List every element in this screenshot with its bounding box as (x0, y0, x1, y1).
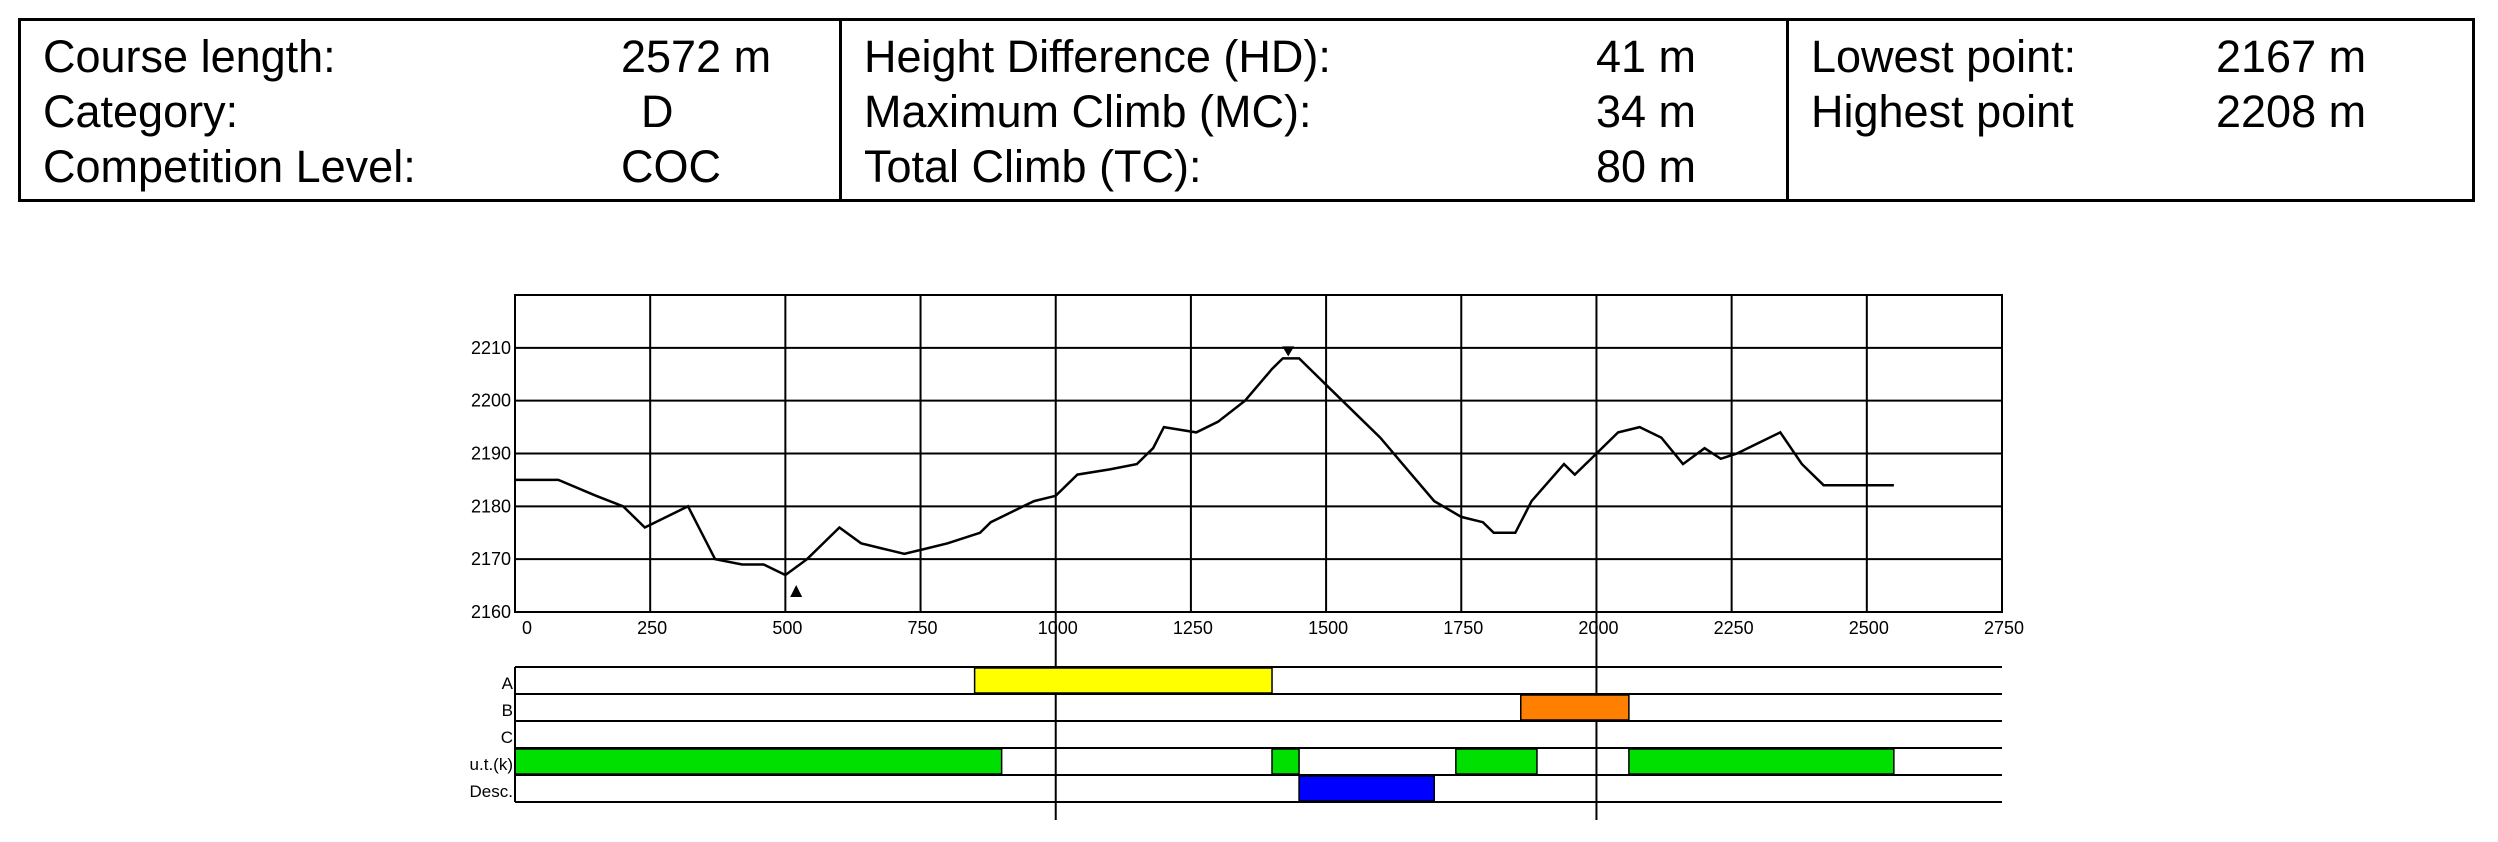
segment-bar (1271, 748, 1300, 775)
segment-row-label: C (501, 728, 513, 747)
info-row-highest-point: Highest point 2208 m (1811, 84, 2472, 139)
elevation-series-line (515, 357, 1894, 577)
info-row-competition-level: Competition Level: COC (43, 139, 839, 194)
y-tick-label: 2210 (471, 338, 511, 358)
info-row-lowest-point: Lowest point: 2167 m (1811, 29, 2472, 84)
info-column-course: Course length: 2572 m Category: D Compet… (21, 21, 839, 199)
y-tick-label: 2160 (471, 602, 511, 622)
x-tick-label: 1750 (1443, 618, 1483, 638)
info-label: Highest point (1811, 86, 2074, 137)
segment-row-label: B (502, 701, 513, 720)
info-label: Lowest point: (1811, 31, 2077, 82)
x-tick-label: 250 (637, 618, 667, 638)
x-tick-label: 2750 (1984, 618, 2024, 638)
info-label: Height Difference (HD): (864, 31, 1331, 82)
x-tick-label: 1000 (1038, 618, 1078, 638)
course-info-table: Course length: 2572 m Category: D Compet… (18, 18, 2475, 202)
x-tick-label: 2500 (1849, 618, 1889, 638)
info-value: 2167 m (2216, 31, 2367, 82)
info-value: 2572 m (621, 31, 772, 82)
segment-bar (1455, 748, 1538, 775)
info-label: Total Climb (TC): (864, 141, 1202, 192)
info-label: Competition Level: (43, 141, 416, 192)
info-value: 41 m (1595, 31, 1696, 82)
segment-bar (514, 748, 1003, 775)
x-tick-label: 500 (772, 618, 802, 638)
info-label: Category: (43, 86, 239, 137)
info-row-height-difference: Height Difference (HD): 41 m (864, 29, 1786, 84)
info-label: Maximum Climb (MC): (864, 86, 1312, 137)
info-column-elevation: Lowest point: 2167 m Highest point 2208 … (1786, 21, 2472, 199)
info-value: D (641, 86, 674, 137)
segment-bar (1628, 748, 1895, 775)
info-label: Course length: (43, 31, 336, 82)
info-value: 2208 m (2216, 86, 2367, 137)
info-value: 80 m (1595, 141, 1696, 192)
segment-row-label: A (502, 674, 514, 693)
x-tick-label: 750 (908, 618, 938, 638)
info-value: 34 m (1595, 86, 1696, 137)
segment-row-label: Desc. (470, 782, 513, 801)
x-tick-label: 2000 (1578, 618, 1618, 638)
x-tick-label: 1250 (1173, 618, 1213, 638)
info-row-total-climb: Total Climb (TC): 80 m (864, 139, 1786, 194)
y-tick-label: 2180 (471, 496, 511, 516)
segment-row-label: u.t.(k) (470, 755, 513, 774)
y-tick-label: 2170 (471, 549, 511, 569)
x-tick-label: 1500 (1308, 618, 1348, 638)
info-value: COC (621, 141, 721, 192)
x-tick-label: 2250 (1714, 618, 1754, 638)
x-tick-label: 0 (522, 618, 532, 638)
lowest-point-marker (790, 585, 803, 598)
info-column-climb: Height Difference (HD): 41 m Maximum Cli… (839, 21, 1786, 199)
segment-bar (1520, 694, 1630, 721)
info-row-category: Category: D (43, 84, 839, 139)
info-row-course-length: Course length: 2572 m (43, 29, 839, 84)
segment-bar (973, 667, 1273, 694)
y-tick-label: 2200 (471, 391, 511, 411)
info-row-maximum-climb: Maximum Climb (MC): 34 m (864, 84, 1786, 139)
segment-bar (1298, 775, 1435, 802)
highest-point-marker (1282, 346, 1295, 357)
y-tick-label: 2190 (471, 444, 511, 464)
